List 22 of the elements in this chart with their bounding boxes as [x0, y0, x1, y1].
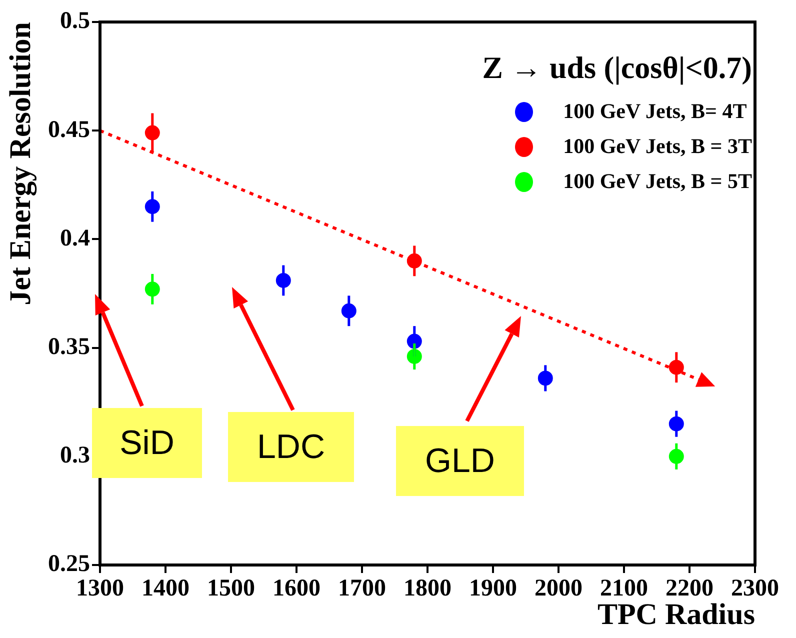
x-tick-label: 1900: [469, 576, 517, 602]
legend-label: 100 GeV Jets, B = 3T: [563, 134, 752, 159]
x-tick-label: 1600: [272, 576, 320, 602]
x-tick-label: 1300: [76, 576, 124, 602]
x-tick-label: 1700: [338, 576, 386, 602]
x-tick-label: 1400: [142, 576, 190, 602]
x-tick-label: 1800: [404, 576, 452, 602]
annotation: SiD: [92, 408, 202, 478]
x-tick-label: 2000: [534, 576, 582, 602]
x-tick-label: 1500: [207, 576, 255, 602]
y-axis-title: Jet Energy Resolution: [4, 22, 37, 306]
legend-label: 100 GeV Jets, B= 4T: [563, 99, 747, 124]
y-tick-label: 0.35: [48, 334, 90, 360]
y-tick-label: 0.25: [48, 551, 90, 578]
y-tick-label: 0.3: [60, 442, 90, 469]
y-tick-label: 0.45: [48, 116, 90, 143]
y-tick-label: 0.4: [60, 225, 90, 252]
y-tick-label: 0.5: [60, 8, 90, 34]
legend-label: 100 GeV Jets, B = 5T: [563, 169, 752, 194]
annotation: GLD: [396, 426, 524, 496]
legend-title: Z → uds (|cosθ|<0.7): [481, 50, 752, 86]
annotation: LDC: [228, 412, 354, 482]
